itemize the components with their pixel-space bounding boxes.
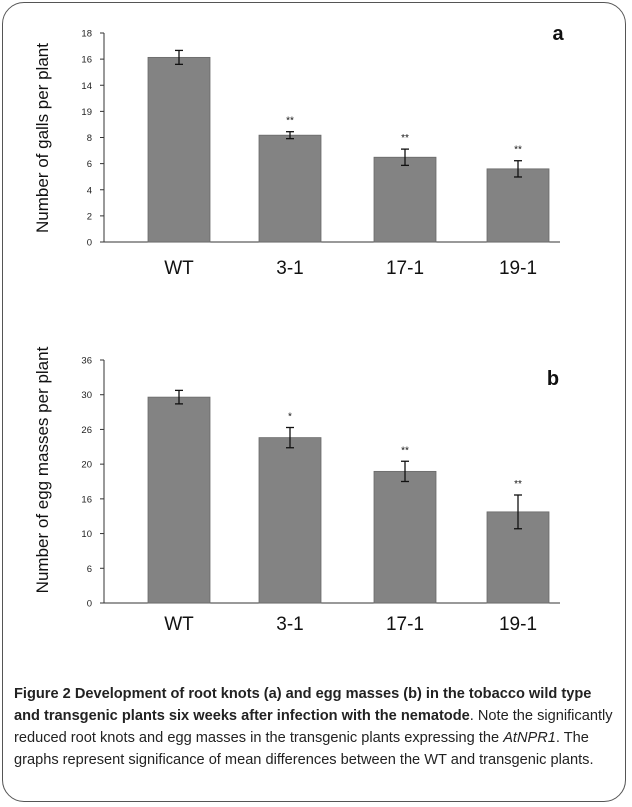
- y-tick-label: 16: [81, 494, 92, 505]
- caption-text: . Note the significantly reduced root kn…: [14, 708, 613, 746]
- x-category-label: 17-1: [386, 614, 424, 635]
- y-tick-label: 6: [87, 159, 92, 170]
- y-axis-label: Number of egg masses per plant: [33, 346, 52, 593]
- x-category-label: WT: [164, 614, 194, 635]
- caption-text-end: . The graphs represent significance of m…: [14, 730, 594, 768]
- significance-mark: **: [401, 445, 409, 456]
- significance-mark: *: [288, 412, 292, 423]
- x-category-label: 3-1: [276, 614, 303, 635]
- panel-label: b: [547, 368, 559, 390]
- x-category-label: 19-1: [499, 614, 537, 635]
- bar: [258, 134, 322, 243]
- x-category-label: 3-1: [276, 258, 303, 279]
- y-axis-label: Number of galls per plant: [33, 43, 52, 233]
- bar: [486, 168, 550, 243]
- y-tick-label: 30: [81, 390, 92, 401]
- y-tick-label: 0: [87, 599, 92, 610]
- panel-label: a: [552, 23, 564, 45]
- y-tick-label: 0: [87, 238, 92, 249]
- y-tick-label: 6: [87, 564, 92, 575]
- y-tick-label: 18: [81, 29, 92, 40]
- y-tick-label: 16: [81, 55, 92, 66]
- y-tick-label: 8: [87, 133, 92, 144]
- bar: [373, 470, 437, 604]
- bar: [147, 396, 211, 604]
- y-tick-label: 19: [81, 107, 92, 118]
- bar: [258, 437, 322, 604]
- y-tick-label: 4: [87, 185, 92, 196]
- significance-mark: **: [286, 116, 294, 127]
- x-category-label: 17-1: [386, 258, 424, 279]
- x-category-label: 19-1: [499, 258, 537, 279]
- y-tick-label: 14: [81, 81, 92, 92]
- y-tick-label: 2: [87, 211, 92, 222]
- figure-caption: Figure 2 Development of root knots (a) a…: [14, 683, 618, 771]
- y-tick-label: 10: [81, 529, 92, 540]
- bar: [373, 156, 437, 243]
- significance-mark: **: [401, 133, 409, 144]
- caption-gene-name: AtNPR1: [503, 730, 556, 746]
- x-category-label: WT: [164, 258, 194, 279]
- bar: [147, 56, 211, 243]
- significance-mark: **: [514, 145, 522, 156]
- y-tick-label: 20: [81, 460, 92, 471]
- y-tick-label: 36: [81, 356, 92, 367]
- y-tick-label: 26: [81, 425, 92, 436]
- caption-title: Figure 2 Development of root knots (a) a…: [14, 686, 592, 724]
- significance-mark: **: [514, 479, 522, 490]
